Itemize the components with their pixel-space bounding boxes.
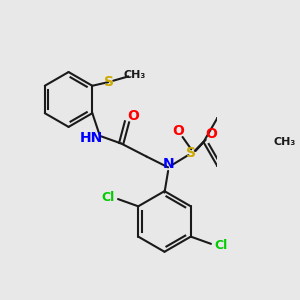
Text: S: S (104, 75, 114, 89)
Text: O: O (127, 109, 139, 123)
Text: Cl: Cl (214, 239, 228, 252)
Text: O: O (206, 127, 218, 141)
Text: HN: HN (79, 131, 103, 145)
Text: Cl: Cl (101, 191, 115, 204)
Text: CH₃: CH₃ (123, 70, 145, 80)
Text: CH₃: CH₃ (274, 137, 296, 147)
Text: S: S (186, 146, 196, 160)
Text: O: O (172, 124, 184, 138)
Text: N: N (162, 158, 174, 171)
